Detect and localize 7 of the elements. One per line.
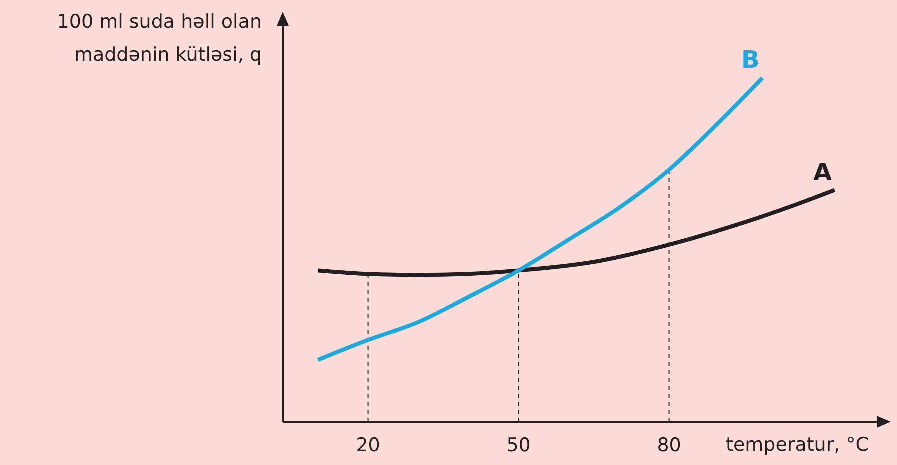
x-axis-title: temperatur, °C xyxy=(726,434,870,456)
y-axis-title: 100 ml suda həll olan maddənin kütləsi, q xyxy=(56,10,262,68)
series-label: B xyxy=(741,46,760,74)
x-tick-label: 50 xyxy=(506,434,531,456)
series-label: A xyxy=(814,158,833,186)
x-tick-label: 80 xyxy=(657,434,682,456)
x-tick-label: 20 xyxy=(356,434,380,456)
